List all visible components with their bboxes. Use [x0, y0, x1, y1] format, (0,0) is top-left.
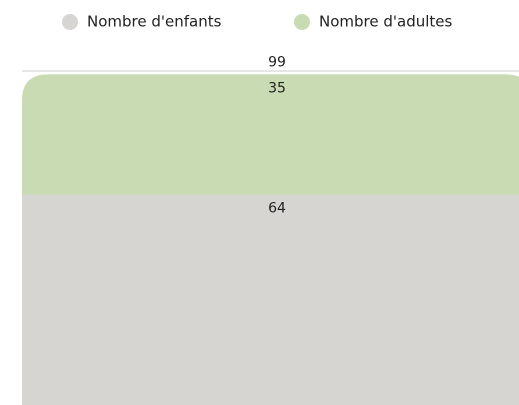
bar-segment [22, 74, 519, 195]
legend-label: Nombre d'enfants [87, 13, 222, 31]
legend-swatch [294, 14, 310, 30]
value-label: 64 [268, 200, 286, 216]
total-label: 99 [268, 54, 286, 70]
value-label: 35 [268, 80, 286, 96]
legend-swatch [62, 14, 78, 30]
bar-segment [22, 194, 519, 405]
legend-label: Nombre d'adultes [319, 13, 453, 31]
